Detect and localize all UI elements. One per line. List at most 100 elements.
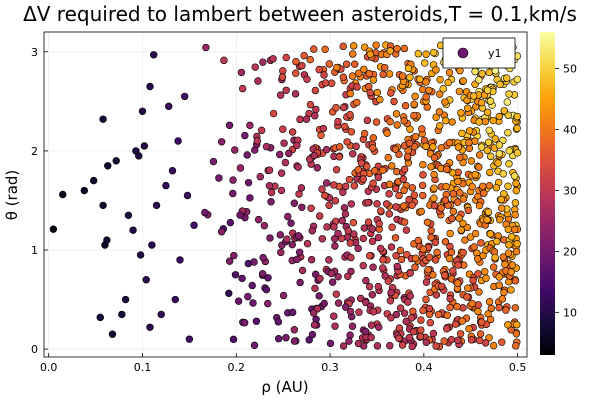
- data-point: [209, 157, 218, 166]
- data-point: [385, 210, 393, 218]
- data-point: [470, 92, 478, 100]
- data-point: [511, 304, 519, 312]
- data-point: [480, 189, 488, 197]
- data-point: [512, 186, 520, 195]
- data-point: [369, 263, 377, 271]
- data-point: [471, 137, 479, 145]
- data-point: [279, 67, 287, 75]
- data-point: [258, 270, 267, 278]
- data-point: [370, 167, 379, 175]
- data-point: [476, 330, 485, 338]
- data-point: [363, 162, 371, 171]
- data-point: [267, 188, 276, 197]
- data-point: [215, 174, 223, 182]
- data-point: [501, 260, 509, 269]
- data-point: [497, 195, 505, 204]
- data-point: [349, 50, 357, 58]
- data-point: [290, 326, 299, 334]
- data-point: [325, 201, 333, 209]
- data-point: [416, 332, 425, 341]
- data-point: [470, 243, 478, 251]
- data-point: [283, 235, 291, 243]
- data-point: [49, 225, 58, 233]
- data-point: [265, 166, 274, 174]
- data-point: [381, 63, 389, 72]
- data-point: [451, 320, 460, 328]
- data-point: [426, 319, 435, 327]
- data-point: [411, 133, 420, 141]
- data-point: [468, 182, 476, 191]
- data-point: [446, 303, 454, 312]
- data-point: [425, 253, 434, 261]
- data-point: [353, 83, 361, 91]
- data-point: [513, 112, 522, 121]
- data-point: [308, 227, 316, 235]
- data-point: [369, 179, 377, 187]
- data-point: [344, 272, 352, 280]
- data-point: [315, 65, 323, 74]
- data-point: [344, 227, 352, 235]
- data-point: [430, 170, 438, 179]
- data-point: [442, 165, 451, 173]
- data-point: [478, 70, 486, 78]
- data-point: [474, 301, 482, 309]
- data-point: [229, 189, 237, 198]
- data-point: [257, 126, 266, 135]
- data-point: [339, 103, 348, 112]
- data-point: [374, 173, 383, 182]
- data-point: [174, 137, 182, 145]
- data-point: [348, 322, 357, 330]
- data-point: [236, 164, 245, 172]
- data-point: [368, 291, 376, 299]
- data-point: [504, 249, 513, 257]
- data-point: [249, 299, 257, 307]
- plot-frame: [43, 31, 528, 358]
- data-point: [292, 57, 300, 66]
- data-point: [401, 102, 410, 110]
- data-point: [429, 48, 438, 57]
- data-point: [298, 62, 306, 70]
- data-point: [296, 278, 304, 287]
- data-point: [417, 316, 425, 324]
- data-point: [359, 261, 367, 270]
- data-point: [386, 117, 394, 126]
- data-points: [49, 41, 522, 351]
- data-point: [445, 254, 454, 263]
- data-point: [152, 201, 161, 210]
- data-point: [471, 170, 479, 179]
- data-point: [290, 337, 299, 345]
- data-point: [323, 223, 331, 231]
- data-point: [347, 128, 356, 136]
- data-point: [464, 284, 472, 292]
- data-point: [376, 244, 385, 253]
- data-point: [295, 190, 303, 198]
- data-point: [431, 256, 440, 264]
- data-point: [276, 91, 285, 99]
- data-point: [279, 291, 288, 300]
- colorbar: 10 20 30 40 50: [540, 32, 577, 355]
- data-point: [505, 90, 513, 98]
- data-point: [90, 176, 98, 185]
- data-point: [459, 195, 468, 203]
- data-point: [446, 229, 454, 238]
- colorbar-tick-label: 30: [563, 184, 577, 197]
- data-point: [165, 102, 173, 111]
- data-point: [225, 257, 234, 265]
- data-point: [390, 97, 398, 106]
- data-point: [469, 276, 477, 285]
- data-point: [294, 232, 303, 240]
- data-point: [392, 310, 401, 319]
- data-point: [351, 60, 359, 68]
- data-point: [373, 342, 382, 350]
- data-point: [391, 234, 400, 242]
- data-point: [483, 216, 491, 224]
- data-point: [405, 333, 414, 342]
- data-point: [354, 244, 362, 253]
- data-point: [339, 42, 347, 51]
- data-point: [504, 129, 512, 137]
- data-point: [280, 139, 288, 147]
- data-point: [471, 67, 479, 76]
- data-point: [485, 126, 494, 135]
- data-point: [513, 320, 521, 329]
- data-point: [387, 314, 395, 322]
